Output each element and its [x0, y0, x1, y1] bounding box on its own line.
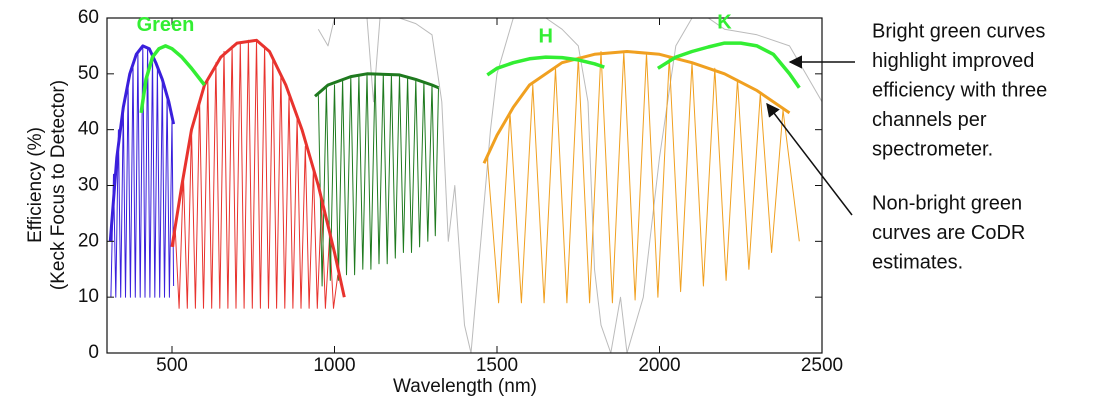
- series-label: Green: [137, 14, 195, 36]
- series-line: [482, 50, 791, 164]
- x-tick-label: 2000: [638, 355, 680, 376]
- x-tick-label: 1000: [313, 355, 355, 376]
- plot-area: [108, 18, 822, 353]
- annotation-line: channels per: [872, 109, 987, 131]
- series-label: K: [717, 11, 732, 33]
- x-tick-label: 500: [156, 355, 188, 376]
- x-tick-label: 2500: [801, 355, 843, 376]
- series-line: [108, 44, 176, 242]
- series-line: [656, 41, 801, 89]
- y-tick-label: 30: [78, 175, 99, 196]
- x-axis-label: Wavelength (nm): [393, 376, 537, 397]
- y-tick-label: 40: [78, 119, 99, 140]
- annotation-line: spectrometer.: [872, 138, 993, 160]
- y-tick-label: 20: [78, 230, 99, 251]
- annotation-line: Non-bright green: [872, 192, 1022, 214]
- series-line: [317, 73, 439, 287]
- series-line: [314, 72, 440, 98]
- y-tick-label: 10: [78, 286, 99, 307]
- series-line: [170, 38, 346, 298]
- annotation-line: Bright green curves: [872, 20, 1045, 42]
- series-line: [486, 55, 605, 77]
- y-axis-label-line: (Keck Focus to Detector): [48, 80, 69, 290]
- notes: Bright green curves highlight improved eff…: [872, 20, 1047, 273]
- series-line: [139, 44, 206, 114]
- annotation-line: highlight improved: [872, 50, 1034, 72]
- series-label: H: [539, 25, 553, 47]
- y-tick-label: 60: [78, 7, 99, 28]
- annotation-line: efficiency with three: [872, 79, 1047, 101]
- series-line: [317, 18, 822, 353]
- annotation-line: curves are CoDR: [872, 222, 1025, 244]
- annotation-line: estimates.: [872, 251, 963, 273]
- y-tick-label: 50: [78, 63, 99, 84]
- x-tick-label: 1500: [476, 355, 518, 376]
- series-line: [486, 51, 800, 304]
- y-tick-label: 0: [88, 342, 99, 363]
- series-line: [173, 39, 339, 309]
- y-axis-label-line: Efficiency (%): [25, 127, 46, 243]
- arrow: [766, 102, 853, 216]
- y-axis-label: Efficiency (%) (Keck Focus to Detector): [25, 80, 69, 290]
